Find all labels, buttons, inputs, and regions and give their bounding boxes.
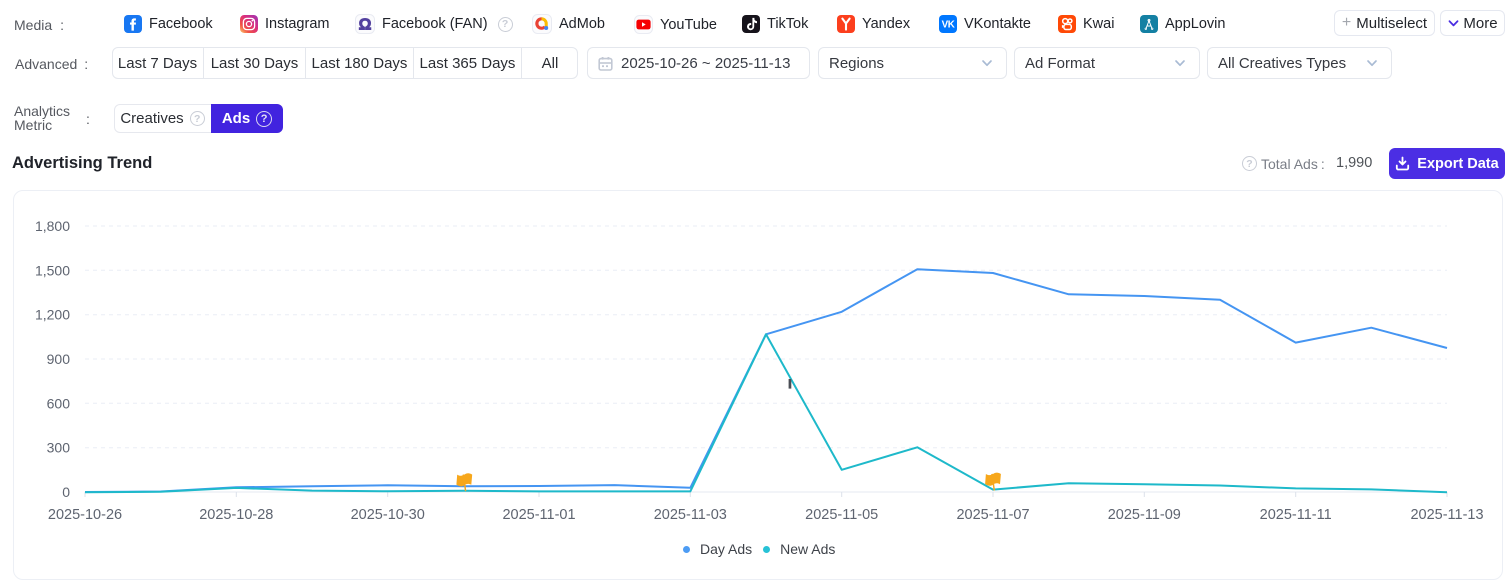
svg-text:2025-11-09: 2025-11-09 [1108,507,1181,523]
svg-text:VK: VK [942,20,955,31]
svg-text:1,200: 1,200 [35,307,70,323]
svg-text:2025-11-01: 2025-11-01 [502,507,575,523]
svg-text:2025-11-13: 2025-11-13 [1410,507,1483,523]
svg-text:600: 600 [47,395,71,411]
svg-text:1,500: 1,500 [35,262,70,278]
svg-text:Ω: Ω [359,16,372,33]
svg-text:2025-11-11: 2025-11-11 [1260,507,1332,523]
svg-text:2025-11-03: 2025-11-03 [654,507,727,523]
svg-text:0: 0 [62,484,70,500]
svg-text:1,800: 1,800 [35,218,70,234]
svg-text:2025-10-28: 2025-10-28 [199,507,273,523]
svg-text:900: 900 [47,351,71,367]
svg-text:300: 300 [47,440,71,456]
svg-text:2025-11-05: 2025-11-05 [805,507,878,523]
svg-text:2025-11-07: 2025-11-07 [956,507,1029,523]
svg-text:2025-10-30: 2025-10-30 [351,507,425,523]
svg-text:2025-10-26: 2025-10-26 [48,507,122,523]
